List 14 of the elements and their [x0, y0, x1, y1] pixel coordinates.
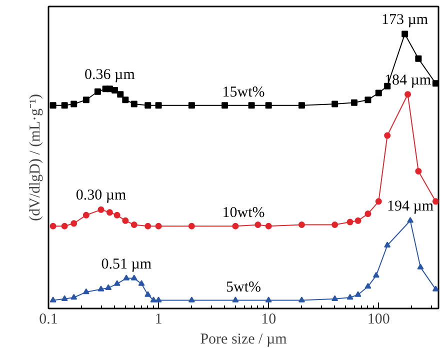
x-tick-label: 1: [154, 312, 162, 328]
annotation: 194 µm: [387, 198, 434, 215]
series-label: 5wt%: [226, 279, 261, 296]
x-axis-title: Pore size / µm: [200, 332, 288, 348]
y-axis-title: (dV/dlgD) / (mL·g⁻¹): [28, 94, 44, 221]
annotation: 0.30 µm: [76, 188, 126, 204]
x-tick-label: 10: [261, 312, 276, 328]
x-tick-label: 0.1: [39, 312, 58, 328]
x-tick-label: 100: [367, 312, 390, 328]
annotation: 173 µm: [382, 12, 428, 28]
series-label: 15wt%: [222, 84, 265, 100]
annotation: 0.51 µm: [101, 256, 152, 272]
annotation: 0.36 µm: [84, 66, 136, 83]
series-label: 10wt%: [222, 205, 265, 222]
